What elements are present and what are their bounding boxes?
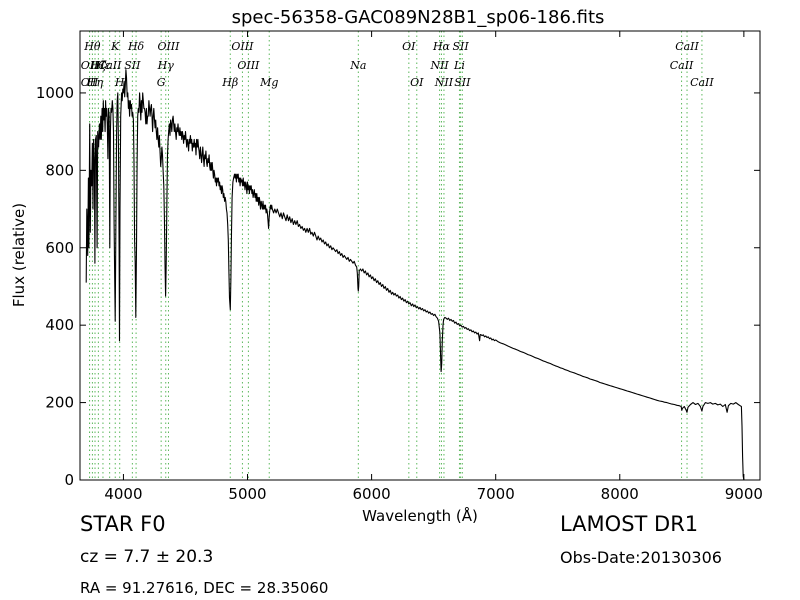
spectral-line-label: SII — [124, 59, 141, 72]
redshift-label: cz = 7.7 ± 20.3 — [80, 547, 214, 567]
y-tick-label: 200 — [45, 394, 74, 412]
spectral-line-label: Mg — [259, 76, 278, 89]
spectral-line-label: CaII — [670, 59, 694, 72]
spectral-line-label: H — [114, 76, 125, 89]
spectral-line-label: Hγ — [157, 59, 175, 72]
spectral-line-labels: OIIHθOIIHηHζHεCaIIKHHδSIIGHγOIIIHβOIIIOI… — [81, 40, 715, 89]
y-tick-label: 600 — [45, 239, 74, 257]
spectral-line-label: OII — [81, 76, 99, 89]
object-class-label: STAR F0 — [80, 512, 166, 536]
spectral-line-label: Hα — [432, 40, 451, 53]
spectral-line-label: Na — [349, 59, 366, 72]
x-tick-label: 9000 — [725, 485, 763, 503]
spectral-line-label: Hθ — [83, 40, 101, 53]
x-tick-label: 6000 — [353, 485, 391, 503]
y-tick-label: 800 — [45, 161, 74, 179]
spectrum-line — [85, 69, 745, 481]
spectral-line-label: OI — [402, 40, 416, 53]
spectral-line-label: OII — [81, 59, 99, 72]
spectral-line-label: Hζ — [90, 59, 108, 72]
x-tick-label: 5000 — [228, 485, 266, 503]
plot-area — [85, 69, 745, 481]
spectral-line-label: NII — [434, 76, 454, 89]
y-axis-label: Flux (relative) — [10, 203, 28, 307]
spectral-line-label: OIII — [237, 59, 260, 72]
axes: 4000 5000 6000 7000 8000 9000 0 200 400 600 800 100… — [36, 31, 763, 503]
spectral-line-label: OI — [410, 76, 424, 89]
spectral-line-label: SII — [452, 40, 469, 53]
y-tick-label: 1000 — [36, 84, 74, 102]
spectral-line-label: Hβ — [221, 76, 238, 89]
spectral-line-label: Hδ — [127, 40, 145, 53]
spectral-line-label: G — [157, 76, 166, 89]
spectral-line-label: OIII — [157, 40, 180, 53]
observation-date-label: Obs-Date:20130306 — [560, 548, 722, 567]
spectral-line-label: CaII — [690, 76, 714, 89]
x-axis-label: Wavelength (Å) — [362, 506, 478, 525]
spectral-line-label: CaII — [675, 40, 699, 53]
x-tick-label: 4000 — [104, 485, 142, 503]
spectral-line-label: NII — [429, 59, 449, 72]
y-tick-label: 400 — [45, 316, 74, 334]
spectral-line-label: CaII — [98, 59, 122, 72]
x-tick-label: 8000 — [601, 485, 639, 503]
spectral-line-label: Li — [453, 59, 465, 72]
x-tick-label: 7000 — [477, 485, 515, 503]
spectral-line-markers — [89, 31, 703, 480]
spectral-line-label: K — [110, 40, 120, 53]
spectral-line-label: Hη — [86, 76, 104, 89]
plot-frame — [79, 30, 761, 481]
spectral-line-label: OIII — [231, 40, 254, 53]
y-tick-label: 0 — [64, 471, 74, 489]
survey-label: LAMOST DR1 — [560, 512, 699, 536]
chart-title: spec-56358-GAC089N28B1_sp06-186.fits — [232, 7, 605, 28]
coordinates-label: RA = 91.27616, DEC = 28.35060 — [80, 579, 329, 597]
spectral-line-label: Hε — [94, 59, 111, 72]
spectral-line-label: SII — [454, 76, 471, 89]
